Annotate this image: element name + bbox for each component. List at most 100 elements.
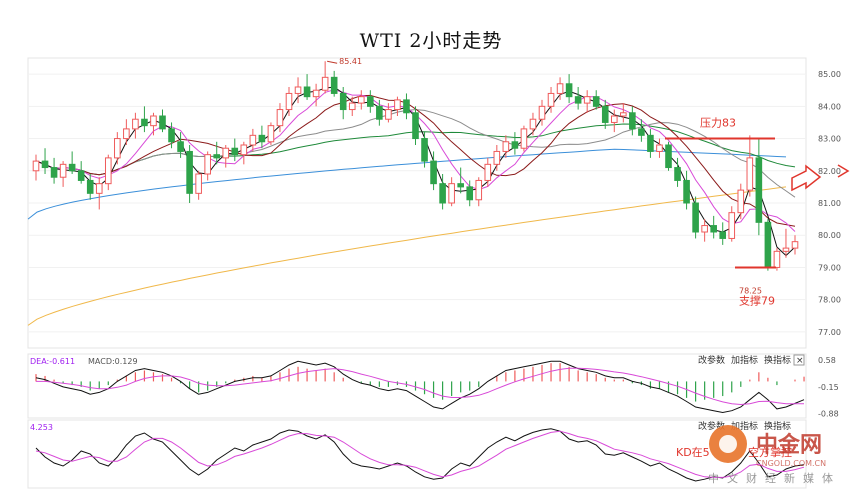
candle-down — [710, 225, 717, 233]
macd-close-button[interactable] — [793, 354, 805, 366]
y-tick-label: 80.00 — [818, 231, 841, 240]
kdj-annotation: KD在5 — [676, 446, 710, 459]
macd-panel: 0.58 -0.15 -0.88 DEA:-0.611 MACD:0.129 改参数 加指标… — [30, 354, 839, 419]
ma250-line — [27, 186, 787, 326]
candle-down — [376, 105, 383, 120]
candle-up — [520, 128, 528, 149]
arrow-tip-icon — [837, 164, 850, 178]
low-label: 78.25 — [739, 287, 762, 296]
macd-add-indicator-button[interactable]: 加指标 — [731, 354, 758, 366]
candle-up — [95, 183, 103, 194]
candle-down — [592, 96, 600, 107]
close-icon[interactable]: × — [796, 356, 804, 366]
brand-logo-inner — [719, 435, 737, 453]
candle-down — [439, 183, 446, 204]
candle-up — [150, 115, 157, 127]
candle-up — [448, 183, 455, 204]
candle-up — [737, 189, 745, 214]
candle-up — [583, 96, 591, 104]
candle-up — [394, 99, 401, 111]
candle-down — [466, 186, 474, 201]
y-tick-label: 85.00 — [818, 70, 841, 79]
candle-up — [529, 118, 537, 130]
candle-up — [782, 247, 790, 252]
candle-down — [683, 179, 690, 204]
candle-up — [195, 173, 202, 194]
candle-up — [204, 154, 211, 175]
candle-up — [123, 128, 130, 140]
candle-down — [141, 118, 148, 127]
watermark-subtitle: 中文财经新媒体 — [708, 471, 841, 485]
candle-up — [385, 109, 392, 120]
candle-up — [59, 163, 67, 178]
candle-down — [629, 112, 636, 130]
candle-up — [773, 250, 781, 268]
kdj-switch-indicator-button[interactable]: 换指标 — [764, 420, 791, 432]
candle-up — [746, 157, 754, 191]
candle-up — [267, 125, 275, 143]
kdj-d-line — [35, 430, 805, 478]
candle-up — [493, 150, 501, 165]
candle-down — [764, 221, 772, 268]
candle-down — [330, 76, 338, 94]
support-label: 支撑79 — [739, 294, 775, 308]
macd-tick-label: 0.58 — [818, 356, 836, 365]
candle-down — [258, 134, 266, 143]
candle-up — [357, 96, 365, 104]
candle-down — [168, 128, 175, 143]
kdj-annotation-tail: 空方掌控 — [748, 445, 792, 459]
candle-down — [719, 231, 727, 239]
candle-up — [728, 212, 736, 239]
candle-down — [457, 183, 464, 188]
candle-down — [50, 167, 58, 178]
candle-up — [104, 157, 112, 185]
candle-down — [303, 86, 311, 98]
y-tick-label: 81.00 — [818, 199, 841, 208]
kdj-k-line — [35, 428, 805, 482]
candle-down — [159, 115, 166, 130]
candle-down — [511, 141, 519, 149]
candle-down — [638, 128, 645, 136]
candle-up — [294, 86, 302, 94]
candle-down — [68, 163, 76, 172]
macd-edit-params-button[interactable]: 改参数 — [698, 354, 725, 366]
kdj-panel-frame — [27, 419, 807, 489]
macd-switch-indicator-button[interactable]: 换指标 — [764, 354, 791, 366]
candle-down — [647, 134, 654, 152]
candle-down — [177, 141, 184, 152]
macd-value-label: MACD:0.129 — [88, 357, 138, 366]
candle-up — [249, 134, 257, 146]
macd-tick-label: -0.88 — [818, 410, 839, 419]
candle-down — [565, 83, 573, 98]
candle-down — [601, 105, 609, 123]
y-tick-label: 83.00 — [818, 135, 841, 144]
candle-up — [285, 92, 293, 111]
macd-dea-label: DEA:-0.611 — [30, 357, 75, 366]
candle-down — [231, 147, 239, 156]
candle-down — [77, 170, 85, 181]
candle-up — [556, 83, 564, 94]
candle-up — [276, 109, 284, 127]
candle-down — [674, 167, 681, 181]
candle-down — [755, 157, 763, 223]
candle-up — [240, 144, 248, 156]
candle-up — [547, 92, 555, 107]
candle-up — [132, 118, 139, 130]
macd-panel-frame — [27, 353, 807, 419]
y-tick-label: 78.00 — [818, 296, 841, 305]
y-tick-label: 82.00 — [818, 167, 841, 176]
candle-up — [348, 102, 356, 111]
candle-up — [222, 147, 230, 159]
candle-up — [114, 138, 121, 159]
candle-up — [32, 160, 40, 172]
candle-down — [186, 150, 193, 194]
candle-up — [502, 141, 510, 152]
candle-down — [412, 112, 419, 140]
candle-up — [538, 105, 546, 120]
resistance-label: 压力83 — [700, 117, 736, 130]
candle-up — [610, 115, 618, 123]
candle-down — [421, 138, 428, 162]
candle-up — [312, 89, 320, 98]
